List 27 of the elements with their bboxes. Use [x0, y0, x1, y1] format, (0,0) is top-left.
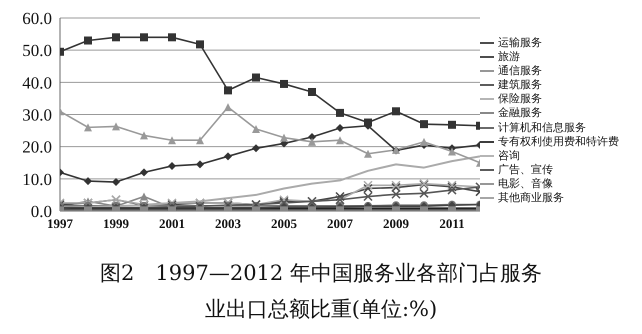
- legend-label: 其他商业服务: [498, 190, 564, 204]
- legend-label: 咨询: [498, 148, 520, 162]
- x-tick-label: 2001: [159, 216, 185, 232]
- legend-label: 运输服务: [498, 36, 542, 50]
- text: 图2 1997—2012 年中国服务业各部门占服务业出口总额比重(单位:%): [99, 260, 543, 323]
- legend-label: 保险服务: [498, 92, 542, 106]
- x-tick-label: 2009: [383, 216, 410, 232]
- legend-label: 通信服务: [498, 64, 542, 78]
- legend-label: 电影、音像: [498, 176, 553, 190]
- x-tick-label: 1999: [103, 216, 130, 232]
- y-tick-label: 20.0: [22, 138, 52, 157]
- y-tick-label: 50.0: [22, 41, 52, 60]
- legend-label: 广告、宣传: [498, 162, 553, 176]
- x-tick-label: 2007: [327, 216, 354, 232]
- legend-label: 金融服务: [498, 106, 542, 120]
- legend-label: 旅游: [498, 50, 520, 64]
- legend-label: 专有权利使用费和特许费: [498, 134, 619, 148]
- y-tick-label: 40.0: [22, 73, 52, 92]
- x-tick-label: 2005: [271, 216, 298, 232]
- x-tick-label: 2011: [439, 216, 465, 232]
- y-tick-label: 10.0: [22, 170, 52, 189]
- x-tick-label: 2003: [215, 216, 242, 232]
- x-tick-label: 1997: [47, 216, 74, 232]
- legend-label: 计算机和信息服务: [498, 120, 586, 134]
- legend-label: 建筑服务: [498, 78, 542, 92]
- y-tick-label: 30.0: [22, 106, 52, 125]
- y-tick-label: 60.0: [22, 9, 52, 28]
